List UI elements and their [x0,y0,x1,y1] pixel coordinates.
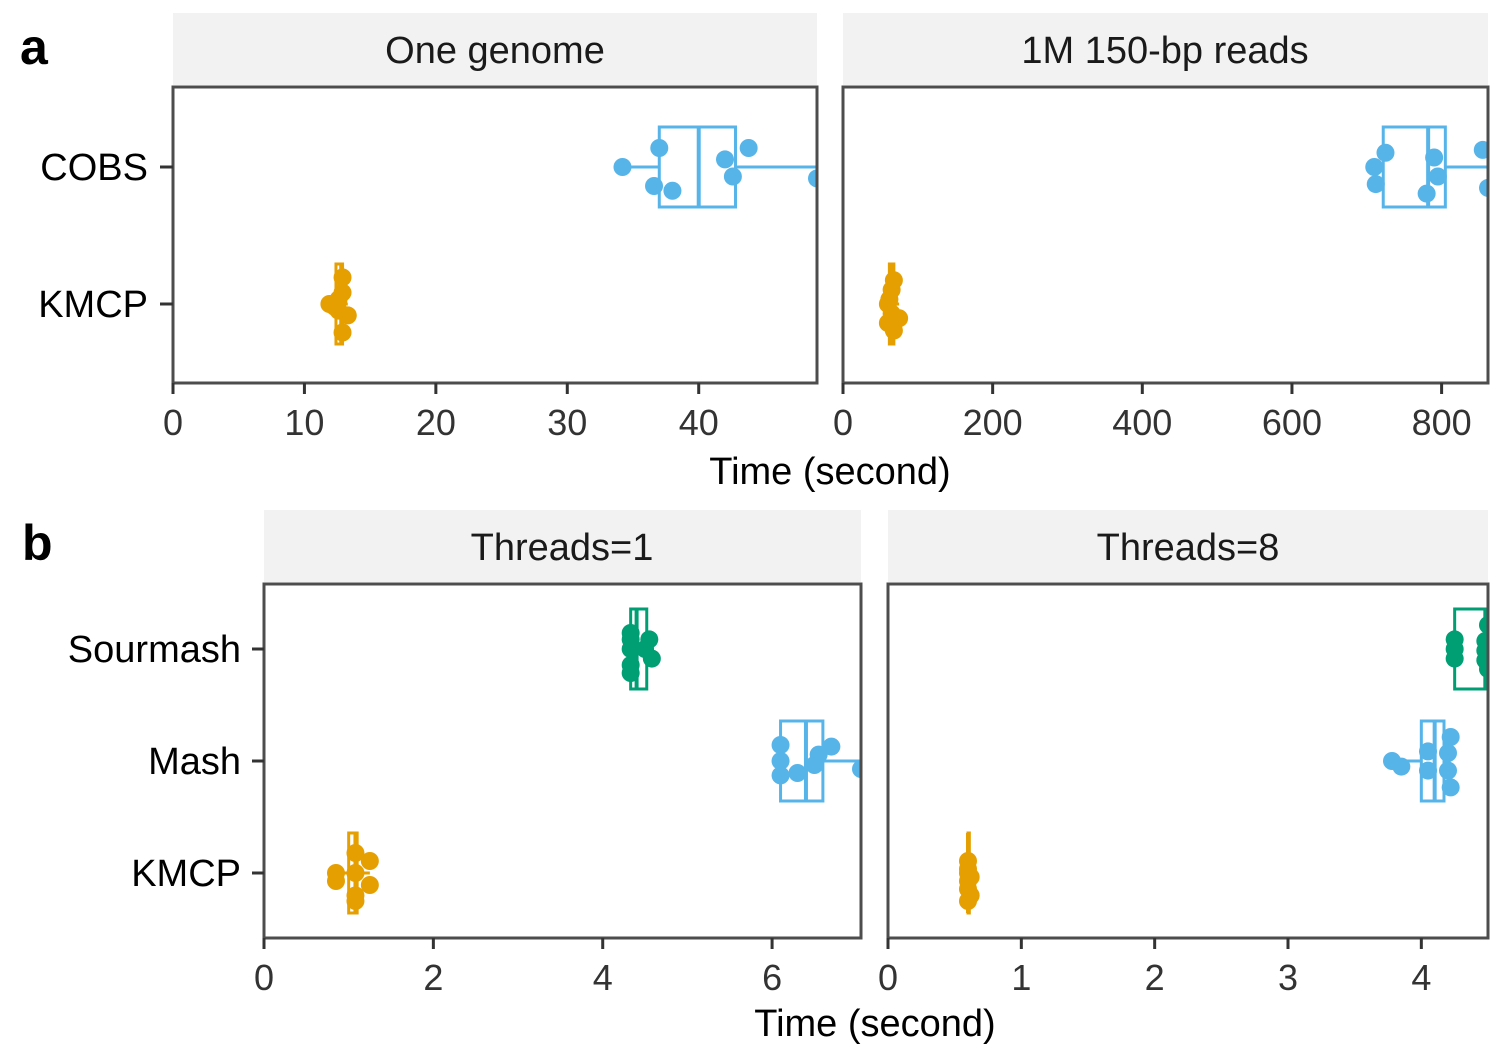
cobs-point-7 [723,167,742,186]
category-label-mash: Mash [148,741,241,783]
kmcp-point-1 [346,844,365,862]
figure-b-category-labels: Sourmash Mash KMCP [68,629,264,895]
cobs-point-2 [650,139,669,157]
panel-border [886,582,1490,940]
panel-a1-strip-label: One genome [385,30,605,72]
x-tick-label-0: 0 [833,402,853,443]
cobs-point-4 [1417,184,1436,203]
panel-b1-strip-label: Threads=1 [471,527,654,569]
cobs-box [1381,125,1447,209]
x-tick-label-4: 4 [1411,957,1431,998]
panel-marks [320,125,817,346]
category-label-sourmash: Sourmash [68,629,241,671]
figure-b-tag: b [22,515,53,571]
panel-a1-strip [173,13,817,85]
mash-point-1 [771,736,790,754]
mash-point-8 [852,760,861,778]
cobs-point-6 [739,139,758,157]
sourmash-point-4 [621,640,640,658]
x-tick-label-10: 10 [284,402,324,443]
panel-a2-strip [843,13,1488,85]
kmcp-point-7 [959,864,977,882]
panel-marks [878,125,1488,346]
kmcp-point-8 [884,321,903,340]
kmcp-point-8 [333,323,352,342]
category-label-cobs: COBS [40,147,148,189]
x-tick-label-200: 200 [963,402,1023,443]
x-tick-label-0: 0 [254,957,274,998]
kmcp-point-4 [346,864,365,882]
panel-b1-strip [264,510,861,582]
cobs-point-3 [1366,175,1385,194]
mash-point-7 [822,737,841,756]
mash-point-4 [788,764,807,782]
x-tick-label-0: 0 [878,957,898,998]
panel-a2-plot: 0 200 400 600 800 [833,85,1490,443]
cobs-point-4 [663,181,682,200]
panel-a1-plot: 0 10 20 30 40 [163,85,819,443]
figure-b-xlabel: Time (second) [754,1003,995,1045]
mash-point-8 [1441,778,1460,797]
kmcp-point-6 [360,876,379,894]
mash-point-7 [1439,761,1457,780]
x-tick-label-1: 1 [1011,957,1031,998]
panel-border [841,85,1490,385]
kmcp-point-1 [333,268,352,287]
x-tick-label-6: 6 [762,957,782,998]
sourmash-point-6 [1445,649,1464,668]
x-tick-label-800: 800 [1412,402,1472,443]
x-tick-label-4: 4 [593,957,613,998]
panel-b1-plot: 0 2 4 6 [254,582,863,998]
cobs-point-5 [1425,148,1444,167]
cobs-point-7 [1473,140,1488,159]
category-label-kmcp: KMCP [131,853,241,895]
panel-marks [326,607,861,915]
kmcp-point-2 [360,852,379,870]
cobs-point-5 [716,150,734,169]
x-tick-label-40: 40 [679,402,719,443]
x-tick-label-30: 30 [547,402,587,443]
x-tick-label-3: 3 [1278,957,1298,998]
figure-a-tag: a [20,19,49,75]
cobs-point-2 [1365,158,1384,176]
kmcp-point-5 [326,872,345,890]
cobs-point-3 [645,177,664,195]
mash-point-3 [771,766,790,785]
x-tick-label-0: 0 [163,402,183,443]
category-label-kmcp: KMCP [38,284,148,326]
mash-point-1 [1441,728,1460,746]
panel-b2-plot: 0 1 2 3 4 [878,582,1490,998]
x-tick-label-2: 2 [1145,957,1165,998]
x-tick-label-2: 2 [423,957,443,998]
panel-marks [959,607,1488,915]
kmcp-point-7 [338,306,357,325]
cobs-point-8 [808,169,817,188]
cobs-point-1 [1376,143,1395,162]
kmcp-point-8 [346,892,365,910]
kmcp-point-8 [959,892,977,910]
cobs-point-6 [1428,167,1447,186]
x-tick-label-400: 400 [1112,402,1172,443]
mash-point-6 [1419,761,1437,780]
cobs-point-8 [1479,178,1488,197]
sourmash-point-8 [621,664,640,682]
mash-point-5 [1392,757,1411,776]
figure-a-xlabel: Time (second) [709,451,950,493]
sourmash-point-1 [1479,616,1488,634]
panel-b2-strip-label: Threads=8 [1097,527,1280,569]
figure-a-category-labels: COBS KMCP [38,147,173,326]
panel-a2-strip-label: 1M 150-bp reads [1021,30,1308,72]
panel-b2-strip [888,510,1488,582]
panel-border [171,85,819,385]
sourmash-point-8 [1479,660,1488,678]
x-tick-label-20: 20 [416,402,456,443]
mash-point-2 [771,752,790,770]
mash-point-3 [1439,744,1457,762]
x-tick-label-600: 600 [1262,402,1322,443]
mash-point-2 [1419,742,1437,761]
sourmash-point-6 [642,649,661,668]
cobs-point-1 [613,158,632,176]
